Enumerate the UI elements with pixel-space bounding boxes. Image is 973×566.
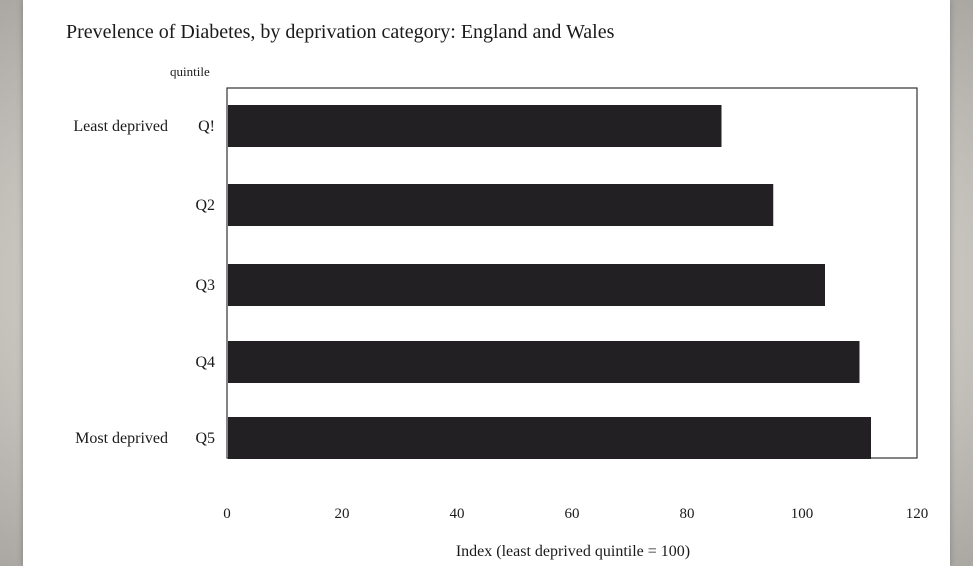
x-tick-0: 0: [223, 506, 231, 522]
bars-group: [228, 105, 871, 459]
bar-1: [228, 105, 722, 147]
category-label-5: Q5: [195, 430, 215, 447]
category-label-2: Q2: [195, 197, 215, 214]
bar-5: [228, 417, 871, 459]
x-tick-120: 120: [906, 506, 929, 522]
y-axis-label: quintile: [170, 64, 210, 79]
category-labels: Q! Least deprived Q2 Q3 Q4 Q5 Most deprived: [73, 118, 215, 447]
category-label-1: Q!: [198, 118, 215, 135]
category-label-4: Q4: [195, 354, 215, 371]
bar-2: [228, 184, 774, 226]
bar-4: [228, 341, 860, 383]
x-tick-80: 80: [680, 506, 695, 522]
x-tick-60: 60: [565, 506, 580, 522]
x-tick-40: 40: [450, 506, 465, 522]
category-label-3: Q3: [195, 277, 215, 294]
x-tick-labels: 0 20 40 60 80 100 120: [223, 506, 928, 522]
category-note-1: Least deprived: [73, 118, 168, 135]
x-axis-label: Index (least deprived quintile = 100): [456, 543, 690, 560]
category-note-5: Most deprived: [75, 430, 168, 447]
x-tick-100: 100: [791, 506, 814, 522]
bar-3: [228, 264, 825, 306]
x-tick-20: 20: [335, 506, 350, 522]
chart-title: Prevelence of Diabetes, by deprivation c…: [66, 21, 615, 43]
